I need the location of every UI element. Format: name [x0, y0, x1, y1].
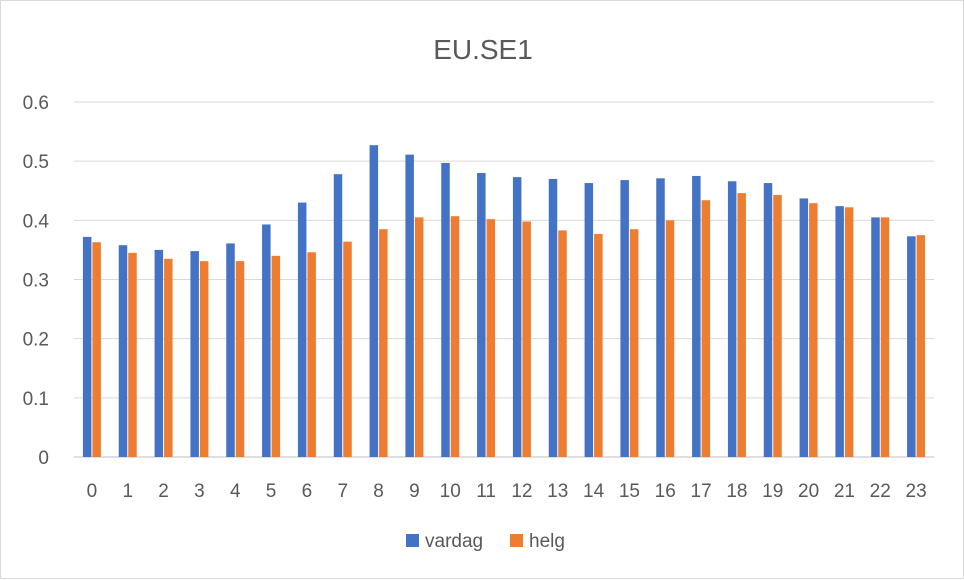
- bar-helg-11: [486, 219, 496, 457]
- legend-label-helg: helg: [529, 531, 565, 552]
- bar-helg-20: [809, 203, 818, 457]
- x-tick-label: 19: [762, 481, 783, 502]
- bar-helg-15: [629, 229, 639, 457]
- bar-vardag-5: [262, 224, 271, 457]
- x-tick-label: 22: [870, 481, 891, 502]
- bar-vardag-9: [405, 154, 414, 458]
- x-tick-label: 18: [726, 481, 747, 502]
- bar-vardag-20: [799, 198, 809, 458]
- bar-vardag-22: [871, 217, 880, 457]
- bar-vardag-0: [82, 236, 92, 457]
- bar-vardag-18: [727, 181, 737, 458]
- bar-helg-10: [450, 216, 460, 457]
- bar-helg-4: [235, 261, 245, 457]
- bar-helg-7: [343, 241, 352, 457]
- bar-helg-22: [880, 217, 890, 457]
- x-tick-label: 4: [230, 481, 241, 502]
- x-axis-ticks: 0 1 2 3 4 5 6 7 8 9 10 11 12 13 14 15 16 17 18 19 20 21 22 23: [87, 481, 927, 502]
- bar-vardag-3: [190, 251, 199, 457]
- x-tick-label: 16: [655, 481, 676, 502]
- bar-vardag-6: [297, 202, 307, 457]
- y-tick-label: 0.5: [23, 152, 49, 173]
- bar-helg-3: [199, 261, 209, 457]
- legend: vardag helg: [406, 531, 565, 552]
- x-tick-label: 15: [619, 481, 640, 502]
- bar-vardag-12: [512, 177, 522, 457]
- y-tick-label: 0.1: [23, 389, 49, 410]
- bar-helg-19: [773, 194, 782, 457]
- x-tick-label: 1: [122, 481, 133, 502]
- x-tick-label: 17: [691, 481, 712, 502]
- bar-vardag-21: [835, 206, 844, 457]
- legend-swatch-vardag: [406, 534, 419, 547]
- legend-label-vardag: vardag: [425, 531, 483, 552]
- y-tick-label: 0: [38, 448, 49, 469]
- bar-helg-14: [594, 233, 603, 457]
- x-tick-label: 21: [834, 481, 855, 502]
- x-tick-label: 3: [194, 481, 205, 502]
- bar-helg-2: [164, 258, 173, 457]
- bar-vardag-8: [369, 145, 379, 458]
- x-tick-label: 7: [337, 481, 348, 502]
- bar-vardag-10: [441, 162, 450, 458]
- bar-vardag-1: [118, 245, 128, 457]
- bar-helg-12: [522, 221, 531, 457]
- x-tick-label: 5: [266, 481, 277, 502]
- bar-vardag-17: [692, 175, 701, 458]
- bar-vardag-16: [656, 178, 665, 457]
- bar-helg-21: [844, 207, 854, 457]
- bars: [82, 145, 926, 458]
- bar-vardag-19: [763, 183, 773, 457]
- bar-helg-1: [128, 252, 137, 457]
- x-tick-label: 14: [583, 481, 605, 502]
- gridlines: [74, 101, 934, 458]
- x-tick-label: 6: [302, 481, 313, 502]
- y-tick-label: 0.2: [23, 330, 49, 351]
- bar-vardag-7: [333, 174, 343, 457]
- bar-vardag-4: [226, 243, 235, 457]
- bar-vardag-11: [477, 173, 486, 457]
- x-tick-label: 20: [798, 481, 819, 502]
- x-tick-label: 13: [547, 481, 568, 502]
- bar-helg-5: [271, 255, 281, 457]
- bar-helg-17: [701, 200, 711, 457]
- bar-helg-6: [307, 252, 316, 457]
- bar-helg-16: [665, 220, 675, 457]
- x-tick-label: 2: [158, 481, 169, 502]
- x-tick-label: 8: [373, 481, 384, 502]
- y-axis-ticks: 0 0.1 0.2 0.3 0.4 0.5 0.6: [23, 93, 50, 469]
- bar-vardag-13: [548, 178, 558, 457]
- bar-vardag-14: [584, 183, 594, 457]
- bar-helg-13: [558, 230, 567, 457]
- bar-helg-9: [414, 217, 424, 457]
- y-tick-label: 0.3: [23, 271, 49, 292]
- bar-helg-0: [92, 242, 101, 457]
- legend-swatch-helg: [510, 534, 523, 547]
- bar-vardag-15: [620, 180, 629, 457]
- y-tick-label: 0.4: [23, 211, 50, 232]
- x-tick-label: 0: [87, 481, 98, 502]
- chart-title: EU.SE1: [433, 34, 533, 65]
- x-tick-label: 12: [511, 481, 532, 502]
- x-tick-label: 11: [476, 481, 496, 502]
- x-tick-label: 23: [906, 481, 927, 502]
- x-tick-label: 10: [440, 481, 461, 502]
- x-tick-label: 9: [409, 481, 420, 502]
- bar-helg-23: [916, 235, 926, 457]
- bar-vardag-2: [154, 249, 164, 457]
- bar-helg-8: [379, 229, 388, 457]
- y-tick-label: 0.6: [23, 93, 49, 114]
- bar-vardag-23: [907, 236, 916, 457]
- bar-helg-18: [737, 193, 746, 457]
